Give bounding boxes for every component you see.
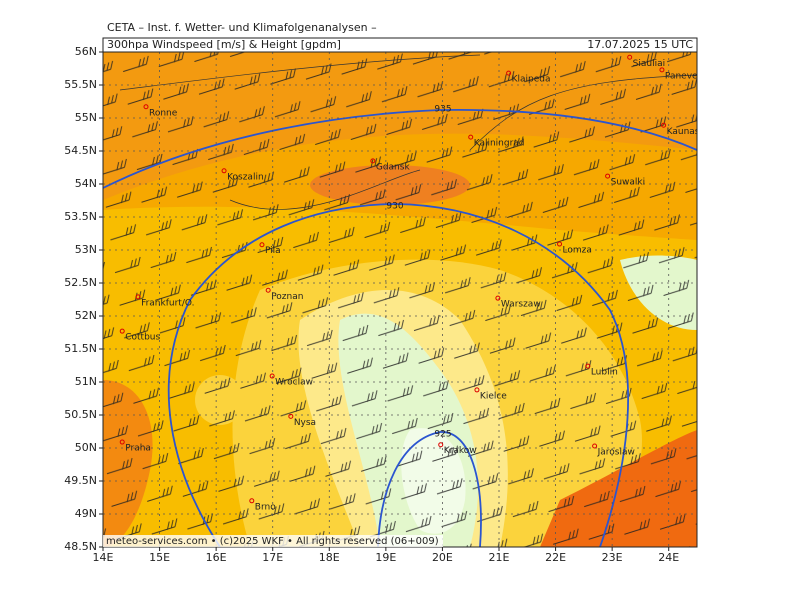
lat-tick-label: 54N [75, 177, 97, 190]
contour-label: 935 [434, 105, 451, 115]
city-label: Kielce [480, 391, 507, 401]
city-label: Poznan [271, 292, 303, 302]
city-label: Siauliai [633, 59, 665, 69]
city-label: Praha [125, 444, 151, 454]
city-marker [468, 134, 474, 140]
city-marker [474, 387, 480, 393]
city-label: Gdansk [376, 162, 411, 172]
city-marker [659, 67, 665, 73]
city-marker [592, 443, 598, 449]
contour-label: 930 [386, 202, 403, 212]
city-label: Brno [255, 502, 276, 512]
lat-tick-label: 52N [75, 309, 97, 322]
city-marker [119, 328, 125, 334]
city-marker [265, 287, 271, 293]
city-marker [506, 70, 512, 76]
city-label: Panevezys [665, 71, 713, 81]
lon-tick-label: 21E [489, 551, 510, 564]
city-marker [370, 158, 376, 164]
city-label: Frankfurt/O. [141, 298, 194, 308]
city-label: Lublin [591, 368, 618, 378]
footer: meteo-services.com • (c)2025 WKF • All r… [106, 536, 439, 547]
lon-tick-label: 20E [432, 551, 453, 564]
lon-tick-label: 19E [375, 551, 396, 564]
city-marker [259, 242, 265, 248]
lat-tick-label: 51N [75, 375, 97, 388]
lon-tick-label: 17E [262, 551, 283, 564]
lon-tick-label: 23E [602, 551, 623, 564]
city-marker [585, 363, 591, 369]
lon-tick-label: 16E [206, 551, 227, 564]
city-marker [119, 439, 125, 445]
lat-tick-label: 54.5N [64, 144, 97, 157]
city-label: Nysa [294, 418, 316, 428]
lat-tick-label: 53.5N [64, 210, 97, 223]
lat-tick-label: 52.5N [64, 276, 97, 289]
lon-tick-label: 14E [93, 551, 114, 564]
city-marker [269, 373, 275, 379]
lat-tick-label: 50N [75, 441, 97, 454]
city-label: Jaroslaw [597, 448, 635, 458]
lat-tick-label: 50.5N [64, 408, 97, 421]
city-marker [495, 295, 501, 301]
city-label: Lomza [563, 246, 592, 256]
lat-tick-label: 49N [75, 507, 97, 520]
lat-tick-label: 48.5N [64, 540, 97, 553]
lat-tick-label: 55.5N [64, 78, 97, 91]
city-marker [288, 413, 294, 419]
lon-tick-label: 18E [319, 551, 340, 564]
city-label: Kaunas [667, 127, 700, 137]
contour-930 [167, 203, 629, 547]
city-label: Pila [265, 246, 281, 256]
lon-tick-label: 15E [149, 551, 170, 564]
lat-tick-label: 56N [75, 45, 97, 58]
lat-tick-label: 53N [75, 243, 97, 256]
city-marker [627, 54, 633, 60]
lat-tick-label: 51.5N [64, 342, 97, 355]
city-marker [438, 442, 444, 448]
contour-935 [103, 108, 697, 189]
footer-box [103, 535, 443, 547]
city-label: Cottbus [125, 333, 160, 343]
product-title: 300hpa Windspeed [m/s] & Height [gpdm] [107, 38, 341, 51]
institute-title: CETA – Inst. f. Wetter- und Klimafolgena… [107, 21, 377, 34]
city-label: Wroclaw [275, 378, 313, 388]
contour-925 [377, 431, 482, 547]
city-label: Suwalki [611, 178, 646, 188]
lon-tick-label: 22E [545, 551, 566, 564]
lat-tick-label: 49.5N [64, 474, 97, 487]
lon-tick-label: 24E [658, 551, 679, 564]
valid-time: 17.07.2025 15 UTC [587, 38, 693, 51]
city-marker [135, 294, 141, 300]
lat-tick-label: 55N [75, 111, 97, 124]
city-label: Klaipeda [512, 75, 551, 85]
city-label: Koszalin [227, 172, 264, 182]
city-marker [605, 173, 611, 179]
contour-label: 925 [434, 430, 451, 440]
city-label: Kaliningrad [474, 139, 525, 149]
city-label: Ronne [149, 108, 178, 118]
city-marker [661, 122, 667, 128]
city-label: Krakow [444, 446, 477, 456]
city-marker [143, 104, 149, 110]
city-label: Warszaw [501, 300, 541, 310]
city-marker [221, 168, 227, 174]
city-marker [249, 498, 255, 504]
city-marker [557, 241, 563, 247]
axes: 14E 15E 16E 17E 18E 19E 20E 21E 22E 23E 24E 56N 55.5… [64, 45, 679, 564]
